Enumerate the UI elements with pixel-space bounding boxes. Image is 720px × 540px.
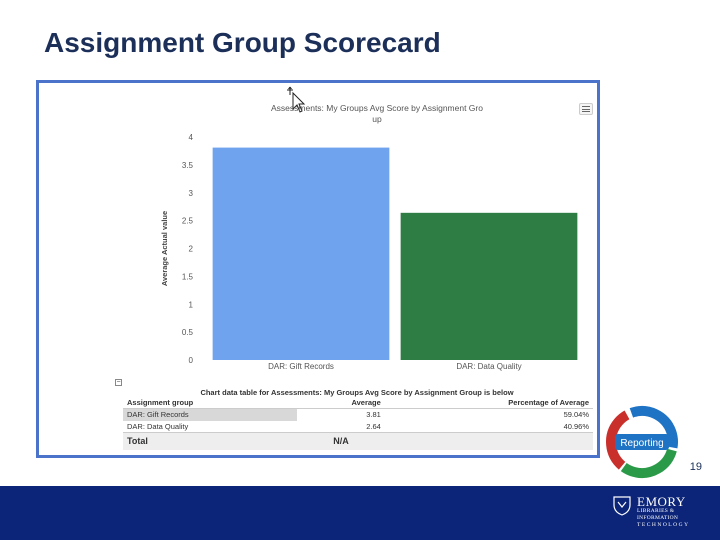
chart-data-table: Assignment group Average Percentage of A… — [123, 397, 593, 450]
chart-title-line-2: up — [372, 114, 382, 124]
cell-group: DAR: Data Quality — [127, 421, 189, 431]
cell-average: 3.81 — [366, 410, 381, 420]
emory-shield-icon — [613, 496, 631, 516]
move-cursor-icon — [287, 86, 306, 113]
header-average: Average — [297, 397, 385, 409]
total-percentage — [384, 432, 593, 450]
slide-title: Assignment Group Scorecard — [44, 27, 441, 58]
cell-group: DAR: Gift Records — [123, 408, 298, 421]
report-screenshot: Assessments: My Groups Avg Score by Assi… — [36, 80, 600, 458]
y-tick-label: 0 — [189, 356, 194, 365]
y-tick-label: 2 — [189, 245, 194, 254]
page-number: 19 — [689, 461, 702, 473]
chart-title-line-1: Assessments: My Groups Avg Score by Assi… — [271, 103, 483, 113]
bar-chart: 0 0.5 1 1.5 2 2.5 3 3.5 4 Average Actual value DAR… — [160, 133, 578, 371]
table-caption: Chart data table for Assessments: My Gro… — [200, 388, 514, 397]
chart-menu-icon[interactable] — [579, 103, 593, 115]
emory-sub-3: TECHNOLOGY — [637, 522, 690, 528]
badge-arc-blue — [606, 406, 678, 478]
x-category-label: DAR: Gift Records — [268, 362, 334, 371]
badge-label: Reporting — [620, 438, 663, 449]
cell-percentage: 40.96% — [563, 421, 589, 431]
total-average: N/A — [297, 432, 385, 450]
y-tick-label: 3 — [189, 189, 194, 198]
reporting-badge-icon: Reporting — [606, 406, 678, 478]
cell-percentage: 59.04% — [563, 410, 589, 420]
table-collapse-toggle[interactable]: − — [115, 379, 122, 386]
x-category-label: DAR: Data Quality — [456, 362, 521, 371]
bar — [212, 147, 390, 360]
y-tick-label: 1 — [189, 300, 194, 309]
emory-sub-2: INFORMATION — [637, 515, 679, 521]
table-header-row: Assignment group Average Percentage of A… — [123, 397, 593, 409]
y-tick-label: 3.5 — [182, 161, 194, 170]
table-total-row: Total N/A — [123, 432, 593, 450]
header-assignment-group: Assignment group — [123, 397, 298, 409]
emory-name: EMORY — [637, 494, 686, 509]
y-tick-label: 0.5 — [182, 328, 194, 337]
y-tick-label: 4 — [189, 133, 194, 142]
bar — [400, 212, 578, 360]
emory-sub-1: LIBRARIES & — [637, 508, 675, 514]
emory-logo: EMORY LIBRARIES & INFORMATION TECHNOLOGY — [637, 495, 690, 529]
table-row[interactable]: DAR: Gift Records 3.81 59.04% — [123, 408, 593, 421]
cell-average: 2.64 — [366, 421, 381, 431]
header-percentage: Percentage of Average — [384, 397, 593, 409]
y-tick-label: 1.5 — [182, 272, 194, 281]
footer-bar — [0, 486, 720, 540]
y-axis-label: Average Actual value — [160, 211, 169, 286]
chart-title: Assessments: My Groups Avg Score by Assi… — [257, 103, 497, 125]
table-row[interactable]: DAR: Data Quality 2.64 40.96% — [123, 421, 593, 433]
total-label: Total — [123, 432, 298, 450]
y-tick-label: 2.5 — [182, 217, 194, 226]
